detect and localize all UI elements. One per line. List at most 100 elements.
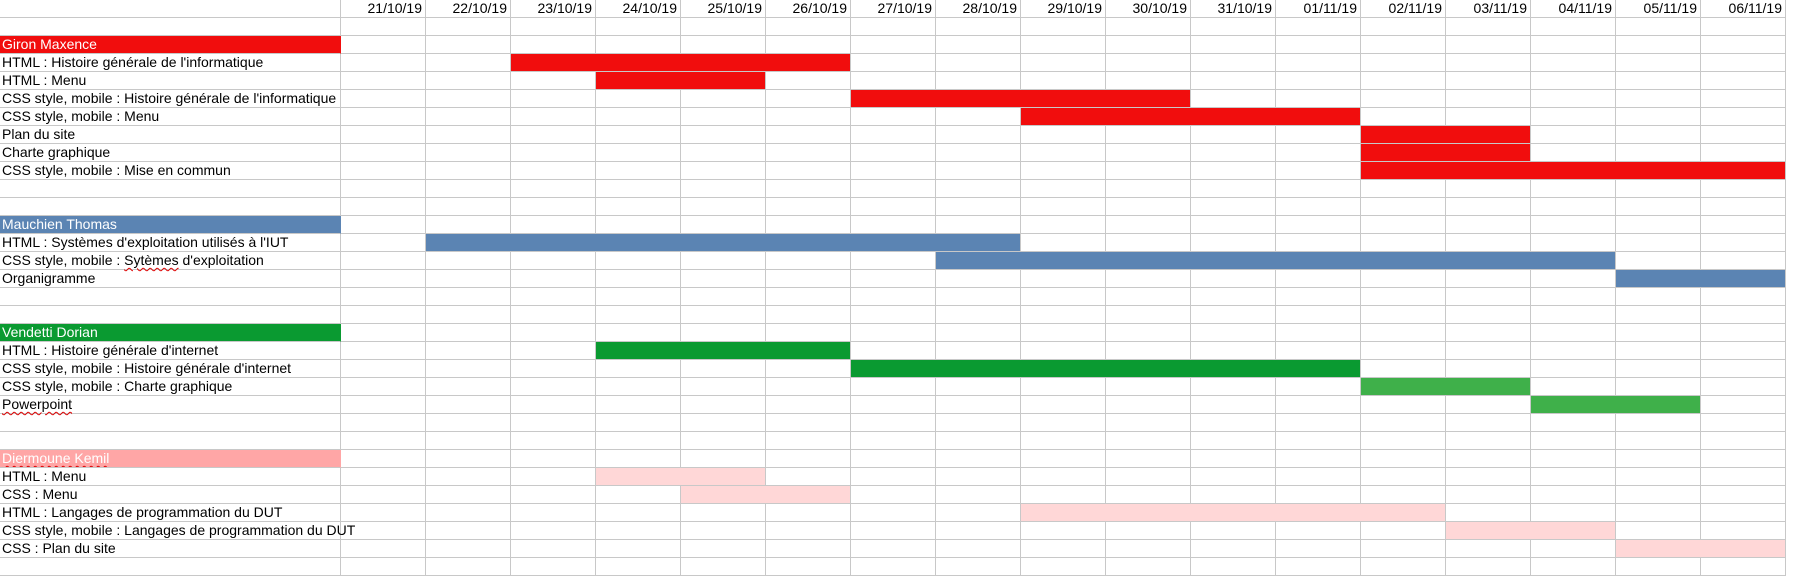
grid-cell[interactable] <box>851 72 936 90</box>
grid-cell[interactable] <box>1276 432 1361 450</box>
grid-cell[interactable] <box>766 108 851 126</box>
grid-cell[interactable] <box>1701 216 1786 234</box>
grid-cell[interactable] <box>1361 216 1446 234</box>
grid-cell[interactable] <box>1531 360 1616 378</box>
grid-cell[interactable] <box>851 558 936 576</box>
grid-cell[interactable] <box>681 324 766 342</box>
grid-cell[interactable] <box>1616 432 1701 450</box>
grid-cell[interactable] <box>1276 234 1361 252</box>
grid-cell[interactable] <box>511 450 596 468</box>
grid-cell[interactable] <box>766 90 851 108</box>
grid-cell[interactable] <box>851 108 936 126</box>
grid-cell[interactable] <box>1531 180 1616 198</box>
grid-cell[interactable] <box>1276 108 1361 126</box>
grid-cell[interactable] <box>341 468 426 486</box>
grid-cell[interactable] <box>1701 396 1786 414</box>
grid-cell[interactable] <box>1021 288 1106 306</box>
grid-cell[interactable] <box>1701 180 1786 198</box>
grid-cell[interactable] <box>936 306 1021 324</box>
grid-cell[interactable] <box>1106 450 1191 468</box>
grid-cell[interactable] <box>1701 270 1786 288</box>
grid-cell[interactable] <box>1531 558 1616 576</box>
grid-cell[interactable] <box>1701 126 1786 144</box>
task-label-cell[interactable]: CSS style, mobile : Menu <box>0 108 341 126</box>
empty-label-cell[interactable] <box>0 180 341 198</box>
grid-cell[interactable] <box>511 306 596 324</box>
grid-cell[interactable] <box>1616 414 1701 432</box>
grid-cell[interactable] <box>596 288 681 306</box>
grid-cell[interactable] <box>1531 288 1616 306</box>
grid-cell[interactable] <box>766 414 851 432</box>
grid-cell[interactable] <box>1701 378 1786 396</box>
date-header-cell[interactable]: 31/10/19 <box>1191 0 1276 18</box>
grid-cell[interactable] <box>1191 54 1276 72</box>
grid-cell[interactable] <box>1276 450 1361 468</box>
grid-cell[interactable] <box>511 180 596 198</box>
grid-cell[interactable] <box>1106 396 1191 414</box>
task-label-cell[interactable]: Charte graphique <box>0 144 341 162</box>
grid-cell[interactable] <box>511 198 596 216</box>
grid-cell[interactable] <box>851 522 936 540</box>
empty-label-cell[interactable] <box>0 306 341 324</box>
task-label-cell[interactable]: Powerpoint <box>0 396 341 414</box>
grid-cell[interactable] <box>851 342 936 360</box>
grid-cell[interactable] <box>1191 216 1276 234</box>
grid-cell[interactable] <box>1701 522 1786 540</box>
grid-cell[interactable] <box>1191 234 1276 252</box>
grid-cell[interactable] <box>1106 270 1191 288</box>
grid-cell[interactable] <box>596 540 681 558</box>
empty-label-cell[interactable] <box>0 288 341 306</box>
grid-cell[interactable] <box>1701 450 1786 468</box>
grid-cell[interactable] <box>1701 486 1786 504</box>
grid-cell[interactable] <box>426 396 511 414</box>
grid-cell[interactable] <box>1106 324 1191 342</box>
grid-cell[interactable] <box>1021 198 1106 216</box>
grid-cell[interactable] <box>426 540 511 558</box>
grid-cell[interactable] <box>1106 468 1191 486</box>
grid-cell[interactable] <box>1276 360 1361 378</box>
grid-cell[interactable] <box>1701 342 1786 360</box>
grid-cell[interactable] <box>766 450 851 468</box>
grid-cell[interactable] <box>341 72 426 90</box>
task-label-cell[interactable]: CSS : Menu <box>0 486 341 504</box>
grid-cell[interactable] <box>1191 144 1276 162</box>
grid-cell[interactable] <box>1021 396 1106 414</box>
grid-cell[interactable] <box>936 468 1021 486</box>
grid-cell[interactable] <box>1276 36 1361 54</box>
grid-cell[interactable] <box>1616 378 1701 396</box>
grid-cell[interactable] <box>1276 396 1361 414</box>
grid-cell[interactable] <box>936 504 1021 522</box>
grid-cell[interactable] <box>1276 486 1361 504</box>
grid-cell[interactable] <box>1701 468 1786 486</box>
task-label-cell[interactable]: CSS style, mobile : Histoire générale de… <box>0 90 341 108</box>
grid-cell[interactable] <box>851 450 936 468</box>
grid-cell[interactable] <box>1276 144 1361 162</box>
grid-cell[interactable] <box>1446 396 1531 414</box>
grid-cell[interactable] <box>1531 468 1616 486</box>
grid-cell[interactable] <box>426 144 511 162</box>
grid-cell[interactable] <box>851 198 936 216</box>
grid-cell[interactable] <box>1531 144 1616 162</box>
grid-cell[interactable] <box>1446 126 1531 144</box>
grid-cell[interactable] <box>426 306 511 324</box>
grid-cell[interactable] <box>1701 108 1786 126</box>
grid-cell[interactable] <box>511 504 596 522</box>
grid-cell[interactable] <box>1531 504 1616 522</box>
grid-cell[interactable] <box>1106 540 1191 558</box>
grid-cell[interactable] <box>596 378 681 396</box>
grid-cell[interactable] <box>1191 306 1276 324</box>
grid-cell[interactable] <box>936 198 1021 216</box>
grid-cell[interactable] <box>1361 522 1446 540</box>
grid-cell[interactable] <box>766 432 851 450</box>
grid-cell[interactable] <box>1021 378 1106 396</box>
date-header-cell[interactable]: 28/10/19 <box>936 0 1021 18</box>
grid-cell[interactable] <box>766 54 851 72</box>
grid-cell[interactable] <box>596 144 681 162</box>
grid-cell[interactable] <box>511 90 596 108</box>
grid-cell[interactable] <box>936 378 1021 396</box>
grid-cell[interactable] <box>1276 468 1361 486</box>
grid-cell[interactable] <box>1021 162 1106 180</box>
grid-cell[interactable] <box>1531 522 1616 540</box>
grid-cell[interactable] <box>681 180 766 198</box>
grid-cell[interactable] <box>851 432 936 450</box>
